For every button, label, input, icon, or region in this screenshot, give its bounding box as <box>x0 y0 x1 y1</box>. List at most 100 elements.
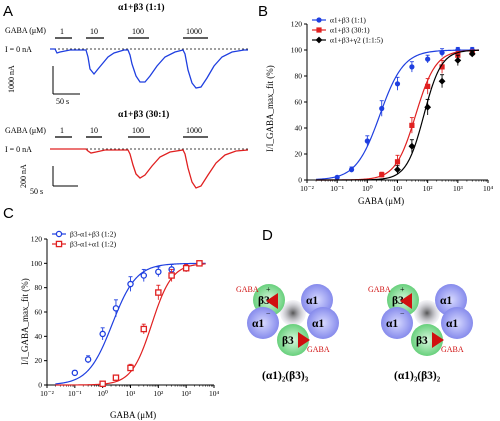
data-point-series-1 <box>71 369 79 377</box>
panel-a-bottom-title: α1+β3 (30:1) <box>118 109 169 120</box>
panel-a-top-conc-1: 1 <box>60 27 64 36</box>
data-point-series-2 <box>196 260 203 267</box>
minus-sign: − <box>266 309 271 318</box>
left-subunit-3: α1 <box>252 318 264 330</box>
y-tick-label: 120 <box>291 20 303 29</box>
left-gaba-label-2: GABA <box>307 345 330 354</box>
subunit-circle-alpha <box>381 307 413 339</box>
panel-a-top-scale-y: 1000 nA <box>7 65 16 93</box>
data-point-series-3 <box>424 103 432 111</box>
panel-a-bottom-current-label: I = 0 nA <box>5 145 32 154</box>
panel-b-y-axis-label: I/I_GABA_max_fit (%) <box>265 65 275 152</box>
data-point-series-2 <box>127 364 134 372</box>
data-point-series-3 <box>438 77 446 85</box>
x-tick-label: 10⁻² <box>300 184 314 193</box>
y-tick-label: 20 <box>295 150 303 159</box>
data-point-series-1 <box>99 330 106 338</box>
panel-a-top-conc-100: 100 <box>132 27 144 36</box>
panel-a-top-scale-x: 50 s <box>56 97 69 106</box>
subunit-circle-beta <box>277 324 309 356</box>
right-subunit-4: α1 <box>446 318 458 330</box>
legend-label-series-1: β3-α1+β3 (1:2) <box>70 230 116 239</box>
data-point-series-2 <box>155 289 162 296</box>
data-point-series-1 <box>334 174 340 180</box>
right-gaba-label-2: GABA <box>441 345 464 354</box>
panel-a-top-conc-10: 10 <box>90 27 98 36</box>
data-point-series-1 <box>155 268 162 276</box>
fit-curve-series-3 <box>316 49 479 181</box>
legend-label-series-2: α1+β3 (30:1) <box>330 26 370 35</box>
panel-a-top-scale-bar <box>52 66 80 95</box>
x-tick-label: 10⁴ <box>209 389 220 398</box>
y-tick-label: 0 <box>298 176 302 185</box>
y-tick-label: 60 <box>295 98 303 107</box>
panel-a-top-gaba-label: GABA (μM) <box>5 26 46 35</box>
data-point-series-1 <box>409 64 415 70</box>
left-subunit-2: α1 <box>306 295 318 307</box>
data-point-series-2 <box>140 325 148 333</box>
panel-c-x-axis-label: GABA (μM) <box>110 410 156 420</box>
panel-label-b: B <box>258 3 268 20</box>
panel-a-bottom-scale-x: 50 s <box>30 187 43 196</box>
panel-d-right-receptor: β3 α1 α1 α1 β3 GABA GABA + − (α1)₃(β3)₂ <box>368 284 473 382</box>
x-tick-label: 10⁰ <box>97 389 108 398</box>
data-point-series-2 <box>409 122 415 128</box>
panel-a-bottom-conc-10: 10 <box>90 126 98 135</box>
panel-label-c: C <box>3 205 14 222</box>
data-point-series-2 <box>182 264 190 272</box>
y-tick-label: 120 <box>31 235 43 244</box>
right-subunit-5: β3 <box>416 335 428 347</box>
pore-core <box>280 300 306 326</box>
panel-label-d: D <box>262 227 273 244</box>
y-tick-label: 100 <box>31 259 43 268</box>
panel-c-y-axis-label: I/I_GABA_max_fit (%) <box>20 278 30 365</box>
x-tick-label: 10³ <box>453 184 464 193</box>
x-tick-label: 10⁻¹ <box>68 389 82 398</box>
data-point-series-1 <box>379 105 385 112</box>
gaba-binding-arrow <box>400 293 412 309</box>
subunit-circle-alpha <box>247 307 279 339</box>
left-subunit-1: β3 <box>258 295 270 307</box>
fit-curve-series-1 <box>316 49 479 180</box>
data-point-series-2 <box>99 380 106 388</box>
data-point-series-2 <box>379 172 385 178</box>
left-formula: (α1)₂(β3)₃ <box>262 370 309 382</box>
left-subunit-4: α1 <box>312 318 324 330</box>
panel-d-left-receptor: β3 α1 α1 α1 β3 GABA GABA + − (α1)₂(β3)₃ <box>236 284 339 382</box>
data-point-series-2 <box>112 374 120 381</box>
y-tick-label: 20 <box>35 356 43 365</box>
data-point-series-1 <box>364 138 370 144</box>
data-point-series-2 <box>168 272 175 279</box>
panel-a-top-current-label: I = 0 nA <box>5 45 32 54</box>
plus-sign: + <box>400 285 405 294</box>
panel-a-bottom: α1+β3 (30:1) GABA (μM) I = 0 nA 1 10 100… <box>5 109 249 196</box>
legend-label-series-2: β3-α1+α1 (1:2) <box>70 240 117 249</box>
right-gaba-label-1: GABA <box>368 285 391 294</box>
panel-a-bottom-conc-1000: 1000 <box>186 126 202 135</box>
data-point-series-1 <box>439 50 445 56</box>
data-point-series-1 <box>394 81 401 87</box>
data-point-series-1 <box>84 356 92 363</box>
y-tick-label: 80 <box>295 72 303 81</box>
x-tick-label: 10¹ <box>126 389 136 398</box>
legend-label-series-1: α1+β3 (1:1) <box>330 16 366 25</box>
data-point-series-1 <box>140 272 148 279</box>
panel-a-top: α1+β3 (1:1) GABA (μM) I = 0 nA 1 10 100 … <box>5 2 248 106</box>
right-subunit-1: β3 <box>392 295 404 307</box>
plus-sign: + <box>266 285 271 294</box>
panel-a-bottom-gaba-label: GABA (μM) <box>5 126 46 135</box>
y-tick-label: 60 <box>35 308 43 317</box>
data-point-series-3 <box>454 57 462 64</box>
data-point-series-1 <box>127 280 134 288</box>
x-tick-label: 10³ <box>181 389 192 398</box>
data-point-series-1 <box>348 167 355 173</box>
pore-core <box>414 300 440 326</box>
left-gaba-label-1: GABA <box>236 285 259 294</box>
y-tick-label: 0 <box>38 381 42 390</box>
y-tick-label: 40 <box>35 332 43 341</box>
right-subunit-3: α1 <box>386 318 398 330</box>
data-point-series-2 <box>439 64 445 70</box>
legend-marker <box>316 17 322 23</box>
panel-a-bottom-trace <box>50 148 249 189</box>
